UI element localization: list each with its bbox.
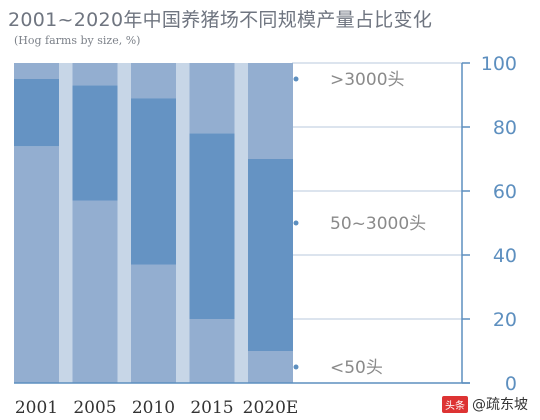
x-tick-label: 2015 [190, 398, 233, 418]
bar-segment [14, 63, 59, 79]
series-label: <50头 [330, 358, 383, 378]
y-tick-label: 100 [481, 53, 517, 75]
series-marker-dot [293, 364, 299, 370]
bar-segment [14, 146, 59, 383]
bar-segment [131, 264, 176, 383]
bar-segment [189, 133, 235, 319]
y-tick-label: 80 [493, 117, 517, 139]
y-tick-label: 20 [493, 309, 517, 331]
bar-segment [14, 79, 59, 147]
x-tick-label: 2020E [243, 398, 299, 418]
bar-segment [189, 63, 235, 134]
watermark: 头条 @疏东坡 [442, 394, 528, 414]
watermark-text: @疏东坡 [472, 397, 528, 413]
bar-segment [248, 159, 293, 351]
x-tick-label: 2005 [73, 398, 116, 418]
bar-segment [248, 351, 293, 383]
series-marker-dot [293, 76, 299, 82]
bar-segment [131, 98, 176, 265]
chart-subtitle: (Hog farms by size, %) [14, 34, 141, 47]
bar-segment [72, 63, 118, 86]
series-label: >3000头 [330, 70, 405, 90]
y-tick-label: 40 [493, 245, 517, 267]
watermark-badge: 头条 [442, 395, 468, 413]
series-label: 50~3000头 [330, 214, 426, 234]
x-tick-label: 2010 [132, 398, 175, 418]
bar-segment [72, 200, 118, 383]
y-tick-label: 60 [493, 181, 517, 203]
bar-segment [189, 319, 235, 383]
x-tick-label: 2001 [15, 398, 58, 418]
chart-title: 2001~2020年中国养猪场不同规模产量占比变化 [8, 9, 433, 31]
bar-segment [72, 85, 118, 201]
bar-segment [248, 63, 293, 159]
series-marker-dot [293, 220, 299, 226]
y-tick-label: 0 [505, 373, 517, 395]
bar-segment [131, 63, 176, 99]
